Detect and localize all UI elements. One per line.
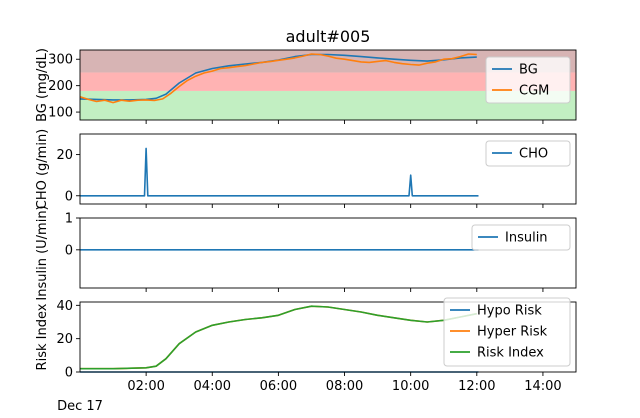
y-tick-label: 200 <box>48 79 73 94</box>
range-band-2 <box>80 72 576 91</box>
x-tick-label: 04:00 <box>194 379 231 394</box>
range-band-3 <box>80 50 576 73</box>
y-tick-label: 40 <box>56 299 73 314</box>
plot-frame <box>79 49 577 121</box>
subplot-3: 0 1 Insulin (U/min) Insulin <box>35 205 577 301</box>
legend-label: BG <box>519 63 538 78</box>
plot-frame <box>79 301 577 373</box>
plot-frame <box>79 217 577 289</box>
legend-label: CHO <box>519 147 548 162</box>
legend-box <box>471 224 571 251</box>
x-tick-label: 06:00 <box>260 379 297 394</box>
y-axis-label: Insulin (U/min) <box>35 205 50 300</box>
y-tick-label: 0 <box>65 189 73 204</box>
series-line-cgm <box>79 53 477 104</box>
subplot-2: 0 20 CHO (g/min) CHO <box>35 129 577 210</box>
legend: CHO <box>485 140 571 167</box>
legend-label: CGM <box>519 84 549 99</box>
legend-box <box>485 140 571 167</box>
x-tick-label: 14:00 <box>524 379 561 394</box>
y-tick-label: 300 <box>48 53 73 68</box>
legend-label: Insulin <box>505 231 548 246</box>
x-tick-label: 02:00 <box>127 379 164 394</box>
x-tick-label: 10:00 <box>392 379 429 394</box>
x-tick-label: 08:00 <box>326 379 363 394</box>
y-tick-label: 0 <box>65 243 73 258</box>
y-tick-label: 1 <box>65 212 73 227</box>
subplot-4: 0 20 40 02:00 04:00 06:00 08:00 10:00 12:00 14:00… <box>35 297 577 394</box>
figure-title: adult#005 <box>286 27 371 46</box>
legend: BG CGM <box>485 56 571 104</box>
y-tick-label: 100 <box>48 106 73 121</box>
date-label: Dec 17 <box>57 399 103 414</box>
series-line-cho <box>80 147 479 197</box>
y-axis-label: CHO (g/min) <box>35 129 50 210</box>
y-axis-label: BG (mg/dL) <box>35 48 50 122</box>
y-tick-label: 0 <box>65 366 73 381</box>
y-tick-label: 20 <box>56 148 73 163</box>
y-tick-label: 20 <box>56 332 73 347</box>
legend-box <box>443 297 571 367</box>
series-line-risk-index <box>80 305 477 370</box>
legend-label: Hypo Risk <box>477 304 542 319</box>
legend: Insulin <box>471 224 571 251</box>
y-axis-label: Risk Index <box>35 303 50 370</box>
x-tick-label: 12:00 <box>458 379 495 394</box>
legend-label: Hyper Risk <box>477 325 548 340</box>
legend: Hypo Risk Hyper Risk Risk Index <box>443 297 571 367</box>
legend-label: Risk Index <box>477 346 544 361</box>
plot-frame <box>79 133 577 205</box>
